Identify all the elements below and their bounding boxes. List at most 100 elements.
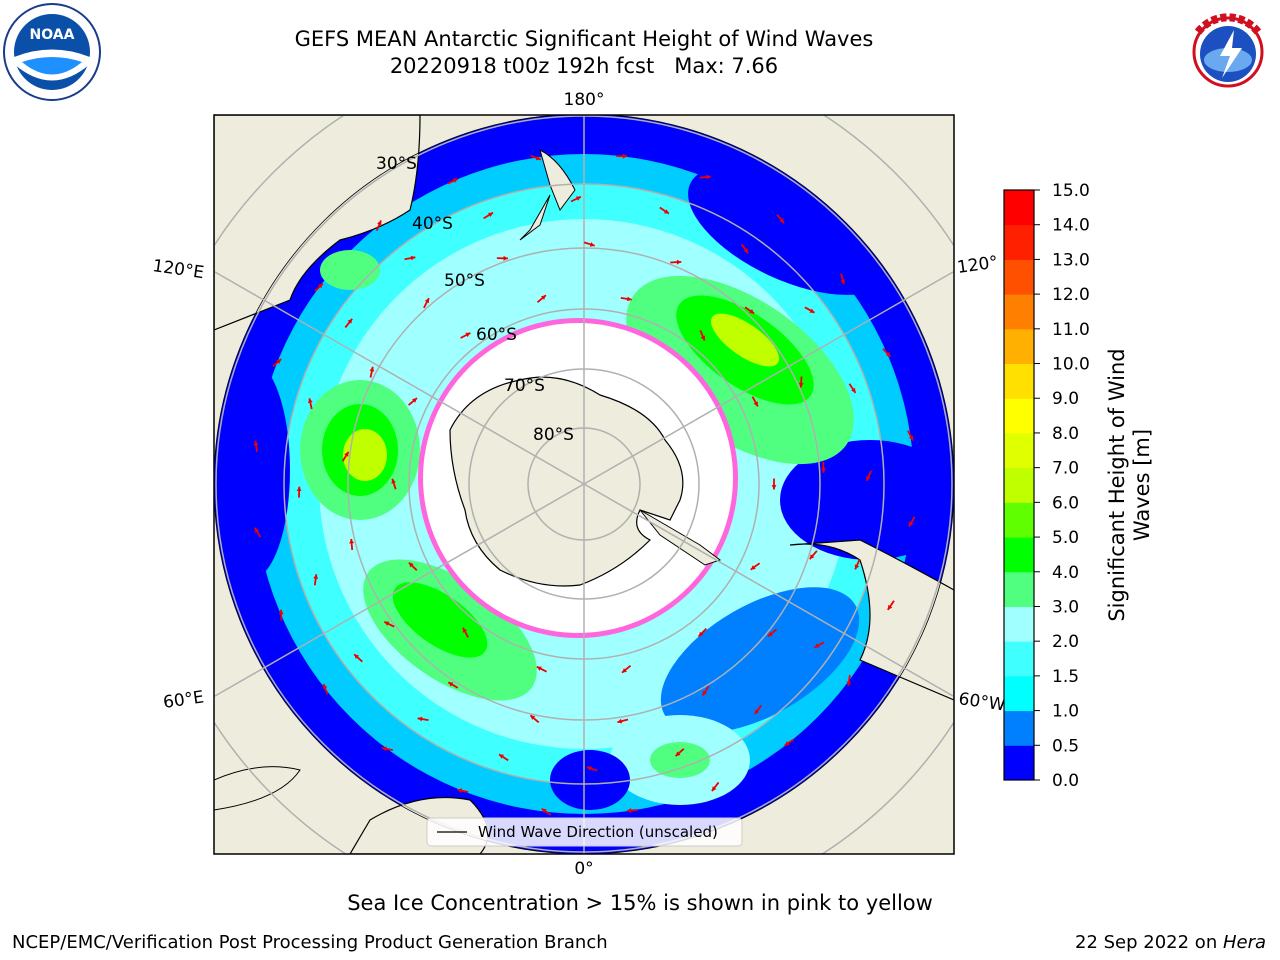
wave-arrow-head <box>675 751 681 757</box>
footer-date: 22 Sep 2022 on Hera <box>1075 932 1266 953</box>
lat-label: 30°S <box>376 154 417 174</box>
lon-label: 180° <box>564 90 605 110</box>
colorbar-segment <box>1004 328 1034 365</box>
wave-arrow-head <box>318 283 323 289</box>
colorbar-tick-label: 11.0 <box>1052 320 1090 340</box>
noaa-logo: NOAA <box>2 2 102 102</box>
wave-arrow-head <box>743 248 749 254</box>
colorbar-segment <box>1004 745 1034 781</box>
wave-arrow-head <box>753 401 758 407</box>
wave-arrow-head <box>821 468 826 473</box>
wave-arrow-head <box>391 478 396 484</box>
colorbar-segment <box>1004 502 1034 538</box>
wave-arrow-head <box>767 631 773 637</box>
wave-arrow-head <box>754 709 760 715</box>
wave-arrow-head <box>424 298 429 304</box>
colorbar-tick-label: 12.0 <box>1052 285 1090 305</box>
lat-label: 70°S <box>504 376 545 396</box>
wave-arrow-head <box>541 808 547 814</box>
colorbar-tick-label: 6.0 <box>1052 493 1079 513</box>
wave-arrow-head <box>698 631 704 637</box>
colorbar-segment <box>1004 571 1034 607</box>
wave-arrow-head <box>854 564 860 570</box>
wave-arrow-head <box>313 574 319 579</box>
map-title: GEFS MEAN Antarctic Significant Height o… <box>294 27 874 51</box>
wave-arrow-head <box>809 308 815 313</box>
map-frame <box>213 114 955 855</box>
wave-arrow-head <box>408 562 414 568</box>
wave-arrow-head <box>347 318 353 324</box>
wave-arrow-head <box>448 682 454 687</box>
colorbar-segment <box>1004 363 1034 399</box>
colorbar-segment <box>1004 398 1034 434</box>
wave-arrow-head <box>535 155 541 161</box>
wave-arrow-head <box>276 359 282 364</box>
colorbar-segment <box>1004 675 1034 712</box>
wave-arrow-head <box>908 435 914 441</box>
colorbar-tick-label: 0.0 <box>1052 771 1079 791</box>
wave-arrow-head <box>627 296 632 302</box>
wave-arrow-head <box>846 681 852 686</box>
wave-arrow-head <box>457 788 463 793</box>
wave-arrow-head <box>617 718 623 724</box>
wave-arrow-head <box>749 309 755 314</box>
colorbar-tick-label: 10.0 <box>1052 355 1090 375</box>
wave-arrow-head <box>779 218 785 224</box>
graticule <box>214 115 954 854</box>
wave-arrow-head <box>909 521 914 527</box>
lon-label: 120° <box>956 252 999 278</box>
colorbar-segment <box>1004 259 1034 295</box>
wave-arrow-head <box>462 627 468 633</box>
colorbar-tick-label: 13.0 <box>1052 250 1090 270</box>
wave-arrow-head <box>706 174 711 180</box>
wave-arrow-head <box>885 351 891 357</box>
wave-arrow-head <box>663 209 669 214</box>
wave-arrow-head <box>322 684 328 689</box>
colorbar-tick-label: 15.0 <box>1052 181 1090 201</box>
colorbar-segment <box>1004 467 1034 503</box>
wave-arrow-head <box>771 485 777 490</box>
lat-label: 50°S <box>444 271 485 291</box>
wave-arrow-head <box>536 666 542 671</box>
wave-arrow-head <box>866 475 871 481</box>
map-legend: Wind Wave Direction (unscaled) <box>426 817 743 847</box>
wave-arrow-head <box>750 565 756 570</box>
wave-arrow-head <box>887 604 893 610</box>
wave-arrow-head <box>354 654 359 659</box>
colorbar-segment <box>1004 224 1034 260</box>
wave-arrow-head <box>530 715 536 720</box>
wave-arrow-head <box>676 259 682 265</box>
colorbar-tick-label: 3.0 <box>1052 597 1079 617</box>
colorbar-title: Significant Height of Wind Waves [m] <box>1105 348 1154 622</box>
colorbar-tick-label: 7.0 <box>1052 459 1079 479</box>
wave-arrow-head <box>575 196 581 201</box>
colorbar-ticks: 0.0 0.5 1.0 1.5 2.0 3.0 4.0 5.0 6.0 7.0 8.0 9.0 10.0… <box>1034 181 1090 791</box>
colorbar-tick-label: 14.0 <box>1052 216 1090 236</box>
lat-label: 40°S <box>412 214 453 234</box>
wave-arrow-head <box>417 716 423 722</box>
wave-arrow-head <box>851 387 856 393</box>
colorbar-tick-label: 0.5 <box>1052 736 1079 756</box>
colorbar <box>1003 189 1035 781</box>
colorbar-segment <box>1004 537 1034 573</box>
colorbar-tick-label: 1.5 <box>1052 667 1079 687</box>
wave-arrow-head <box>541 295 546 300</box>
wave-arrow-head <box>499 754 504 759</box>
wave-arrow-head <box>700 335 706 341</box>
colorbar-tick-label: 2.0 <box>1052 632 1079 652</box>
wave-arrow-head <box>278 609 284 615</box>
colorbar-segment <box>1004 606 1034 642</box>
lat-label: 60°S <box>476 325 517 345</box>
wave-arrow-head <box>702 690 708 696</box>
wave-arrow-head <box>809 554 815 560</box>
wave-arrow-head <box>622 668 627 673</box>
wave-arrow-head <box>589 242 595 247</box>
colorbar-tick-label: 9.0 <box>1052 389 1079 409</box>
wave-arrow-head <box>253 440 259 446</box>
colorbar-tick-label: 4.0 <box>1052 563 1079 583</box>
colorbar-segment <box>1004 190 1034 226</box>
wave-arrow-head <box>814 643 820 648</box>
colorbar-segment <box>1004 710 1034 746</box>
wind-wave-arrows <box>253 153 916 816</box>
